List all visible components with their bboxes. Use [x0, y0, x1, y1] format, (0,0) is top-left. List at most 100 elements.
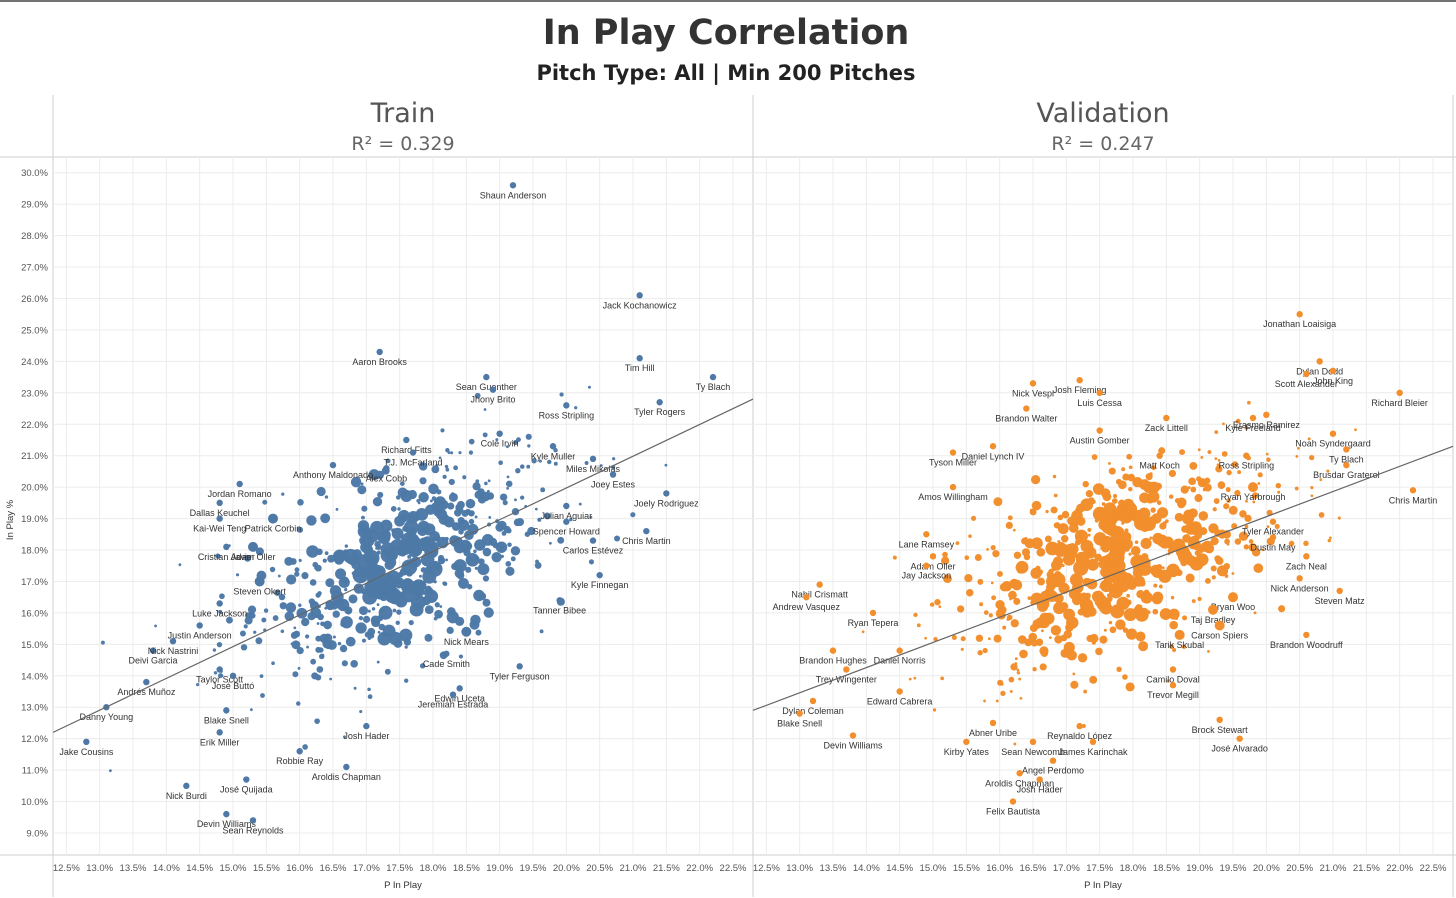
data-point — [324, 606, 328, 610]
data-point — [397, 509, 410, 522]
data-point — [913, 676, 917, 680]
data-point — [1316, 358, 1323, 365]
data-point — [1057, 599, 1062, 603]
data-point — [1156, 452, 1163, 459]
data-point — [525, 433, 532, 440]
data-point — [1100, 580, 1109, 589]
point-label: Edwin Uceta — [434, 693, 485, 703]
y-tick-label: 18.0% — [21, 546, 48, 557]
data-point — [1169, 666, 1177, 673]
data-point — [1068, 587, 1081, 600]
data-point — [446, 626, 454, 635]
data-point — [462, 475, 467, 480]
data-point — [1303, 631, 1310, 639]
point-label: Kyle Finnegan — [571, 580, 629, 590]
data-point — [345, 636, 356, 647]
data-point — [367, 609, 371, 613]
point-label: Jake Cousins — [59, 747, 114, 757]
data-point — [443, 650, 450, 657]
data-point — [1158, 447, 1166, 455]
data-point — [1082, 577, 1091, 587]
data-point — [534, 507, 538, 511]
data-point — [1128, 552, 1132, 556]
data-point — [196, 622, 203, 629]
data-point — [1214, 620, 1225, 631]
data-point — [989, 443, 997, 450]
data-point — [1238, 531, 1249, 541]
data-point — [487, 479, 491, 483]
data-point — [1269, 518, 1277, 525]
point-label: Adam Oller — [230, 552, 275, 562]
point-label: Austin Gomber — [1070, 436, 1130, 446]
x-tick-label: 16.5% — [320, 863, 347, 874]
data-point — [316, 622, 320, 625]
point-label: Cristian Javier — [198, 552, 255, 562]
data-point — [510, 556, 516, 562]
data-point — [1217, 458, 1221, 462]
data-point — [1024, 536, 1028, 540]
data-point — [314, 566, 318, 570]
data-point — [473, 549, 477, 554]
data-point — [1068, 523, 1079, 533]
point-label: Brandon Hughes — [799, 656, 867, 666]
data-point — [896, 647, 903, 654]
point-label: Danny Young — [80, 712, 134, 722]
data-point — [510, 546, 521, 556]
data-point — [1039, 663, 1047, 671]
x-tick-label: 18.0% — [1120, 863, 1147, 874]
x-tick-label: 13.5% — [120, 863, 147, 874]
y-tick-label: 20.0% — [21, 483, 48, 494]
data-point — [1092, 565, 1097, 570]
data-point — [305, 634, 310, 639]
data-point — [1031, 537, 1043, 550]
data-point — [829, 647, 837, 654]
data-point — [1168, 469, 1177, 478]
point-label: Joely Rodriguez — [634, 498, 699, 508]
data-point — [1295, 455, 1299, 458]
data-point — [394, 591, 406, 603]
point-label: Trevor Megill — [1147, 690, 1199, 700]
point-label: Josh Fleming — [1053, 385, 1107, 395]
x-tick-label: 18.5% — [1153, 863, 1180, 874]
data-point — [1013, 597, 1021, 605]
data-point — [212, 648, 217, 652]
data-point — [957, 605, 965, 613]
point-label: Spencer Howard — [533, 527, 600, 537]
data-point — [453, 559, 467, 573]
data-point — [83, 738, 90, 746]
trend-line — [52, 398, 754, 733]
point-label: Brandon Woodruff — [1270, 640, 1343, 650]
data-point — [404, 645, 408, 649]
x-tick-label: 20.5% — [1286, 863, 1313, 874]
data-point — [1239, 510, 1247, 518]
point-label: Sean Reynolds — [222, 825, 284, 835]
data-point — [431, 496, 437, 501]
data-point — [1115, 619, 1126, 630]
data-point — [1116, 596, 1130, 610]
point-label: José Quijada — [220, 785, 273, 795]
data-point — [503, 525, 511, 534]
data-point — [474, 539, 486, 551]
data-point — [1156, 599, 1160, 603]
data-point — [247, 605, 257, 614]
data-point — [1181, 644, 1187, 649]
data-point — [437, 554, 445, 562]
data-point — [434, 609, 443, 619]
data-point — [302, 744, 308, 750]
data-point — [100, 640, 105, 645]
point-label: Sean Guenther — [456, 382, 517, 392]
data-point — [1248, 482, 1258, 493]
data-point — [1214, 430, 1219, 435]
data-point — [445, 558, 448, 562]
point-label: Nick Vespi — [1012, 388, 1054, 398]
data-point — [1012, 528, 1016, 532]
y-tick-label: 24.0% — [21, 357, 48, 368]
data-point — [419, 663, 426, 669]
data-point — [1032, 667, 1037, 672]
data-point — [1050, 625, 1062, 636]
data-point — [1278, 605, 1286, 613]
data-point — [1204, 543, 1215, 554]
data-point — [1014, 657, 1018, 661]
data-point — [1089, 633, 1099, 644]
data-point — [370, 520, 384, 535]
